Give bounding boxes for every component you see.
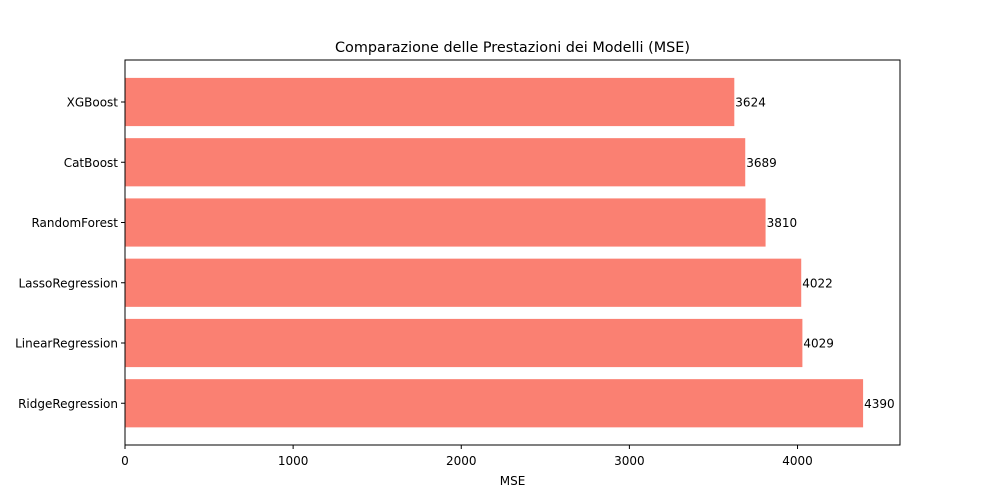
bar-value-label: 3689 (746, 156, 777, 170)
y-tick-label: RandomForest (31, 216, 118, 230)
data-labels-layer: 3624 3689 3810 4022 4029 4390 (735, 96, 894, 411)
bar-value-label: 4029 (803, 337, 834, 351)
bar (125, 77, 735, 127)
y-tick-label: RidgeRegression (18, 397, 118, 411)
x-tick-label: 0 (121, 454, 129, 468)
plot-frame (124, 59, 901, 446)
bars-layer (125, 77, 864, 428)
bar (125, 138, 746, 187)
bar (125, 379, 864, 428)
bar (125, 318, 803, 368)
bar-value-label: 3810 (767, 216, 798, 230)
bar-value-label: 3624 (735, 96, 766, 110)
y-tick-label: XGBoost (67, 96, 119, 110)
y-tick-label: CatBoost (64, 156, 119, 170)
x-tick-label: 2000 (446, 454, 477, 468)
x-tick-label: 1000 (278, 454, 309, 468)
bar (125, 258, 802, 307)
x-axis-ticks: 0 1000 2000 3000 4000 (121, 445, 813, 468)
bar (125, 198, 766, 247)
y-tick-label: LinearRegression (15, 337, 118, 351)
x-tick-label: 4000 (782, 454, 813, 468)
y-tick-label: LassoRegression (18, 276, 118, 290)
bar-value-label: 4390 (864, 397, 895, 411)
bar-value-label: 4022 (802, 276, 833, 290)
y-axis-ticks: XGBoost CatBoost RandomForest LassoRegressi… (15, 96, 125, 411)
x-tick-label: 3000 (614, 454, 645, 468)
x-axis-label: MSE (500, 474, 526, 488)
chart-title: Comparazione delle Prestazioni dei Model… (335, 40, 690, 56)
